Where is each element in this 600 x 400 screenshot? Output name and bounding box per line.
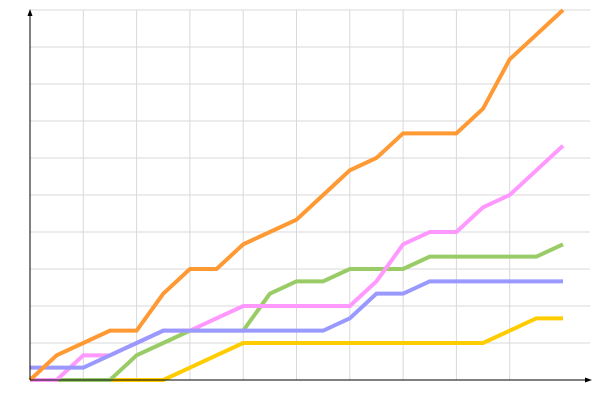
axes (27, 9, 592, 383)
series-lines (28, 8, 565, 382)
y-axis-arrow-icon (27, 9, 33, 16)
series-line-2 (30, 242, 564, 382)
series-line-4 (30, 279, 563, 370)
series-line-5 (28, 8, 565, 382)
grid (30, 9, 590, 380)
x-axis-arrow-icon (585, 377, 592, 383)
